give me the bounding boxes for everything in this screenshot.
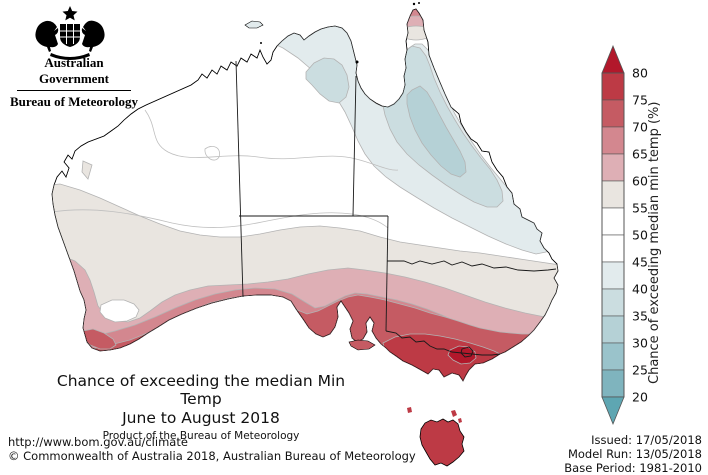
state-border-qld-nsw — [387, 260, 557, 272]
torres-strait-islet — [412, 2, 416, 6]
colorbar-segments — [601, 72, 625, 398]
colorbar-above-triangle — [601, 44, 625, 74]
bonaparte-islet — [260, 42, 262, 44]
king-island — [407, 407, 412, 413]
map-title-block: Chance of exceeding the median Min Temp … — [36, 372, 366, 442]
colorbar-segment — [601, 261, 625, 290]
bom-url: http://www.bom.gov.au/climate — [8, 435, 188, 449]
footer-left: http://www.bom.gov.au/climate © Commonwe… — [8, 435, 416, 464]
colorbar-segment — [601, 369, 625, 398]
colorbar-tick-label: 75 — [632, 93, 648, 108]
colorbar-tick-label: 25 — [632, 363, 648, 378]
band-30-35-qld-core — [406, 85, 467, 178]
colorbar-tick-label: 45 — [632, 255, 648, 270]
copyright-notice: © Commonwealth of Australia 2018, Austra… — [8, 449, 416, 464]
colorbar-tick-label: 80 — [632, 66, 648, 81]
header-divider — [17, 90, 131, 91]
state-border-nt-qld — [352, 75, 357, 217]
band-80-plus-victoria — [447, 345, 477, 365]
colorbar: 80 75 70 65 60 55 50 45 40 35 30 25 20 — [601, 44, 701, 427]
tasmania — [419, 418, 465, 467]
issued-block: Issued: 17/05/2018 Model Run: 13/05/2018… — [564, 433, 702, 475]
colorbar-tick-label: 70 — [632, 120, 648, 135]
act-border — [460, 346, 474, 358]
map-title: Chance of exceeding the median Min Temp — [56, 372, 346, 409]
colorbar-segment — [601, 342, 625, 371]
colorbar-tick-label: 20 — [632, 390, 648, 405]
band-65-70-cape-tip — [404, 9, 428, 19]
map-product-note: Product of the Bureau of Meteorology — [102, 429, 300, 442]
coastline-overlay — [52, 9, 558, 381]
crest-star — [62, 6, 78, 21]
model-run-date: Model Run: 13/05/2018 — [567, 447, 702, 462]
crest-emu — [81, 20, 105, 52]
colorbar-segment — [601, 234, 625, 263]
colorbar-tick-labels: 80 75 70 65 60 55 50 45 40 35 30 25 20 — [632, 66, 648, 405]
band-55-60-shark-bay — [81, 160, 93, 180]
issued-date: Issued: 17/05/2018 — [591, 433, 702, 447]
flinders-island-2 — [458, 418, 462, 423]
colorbar-segment — [601, 153, 625, 182]
contour-50-line-center — [52, 209, 389, 229]
government-header: Australian Government Bureau of Meteorol… — [8, 55, 140, 110]
colorbar-tick-label: 35 — [632, 309, 648, 324]
contour-50-line-north — [144, 109, 399, 171]
crest-kangaroo — [35, 20, 59, 52]
band-35-40-nt — [305, 57, 350, 104]
melville-island — [244, 20, 264, 29]
flinders-island — [451, 410, 457, 417]
colorbar-tick-label: 65 — [632, 147, 648, 162]
kangaroo-island — [348, 339, 376, 351]
torres-strait-islet-2 — [418, 2, 420, 4]
colorbar-segment — [601, 207, 625, 236]
coat-of-arms — [35, 6, 105, 60]
crest-shield — [60, 24, 80, 47]
colorbar-below-triangle — [601, 396, 625, 426]
map-period: June to August 2018 — [122, 408, 280, 427]
colorbar-segment — [601, 126, 625, 155]
crest-shield-lines — [60, 24, 80, 44]
contour-loop-center — [204, 146, 220, 161]
state-border-wa — [235, 60, 244, 298]
crest-scroll — [50, 53, 90, 60]
colorbar-axis-label: Chance of exceeding median min temp (%) — [647, 101, 662, 385]
colorbar-tick-label: 30 — [632, 336, 648, 351]
colorbar-segment — [601, 180, 625, 209]
australian-government-label: Australian Government — [38, 55, 110, 86]
colorbar-segment — [601, 288, 625, 317]
bureau-of-meteorology-label: Bureau of Meteorology — [9, 94, 139, 109]
state-border-sa-nsw — [385, 215, 389, 332]
colorbar-segment — [601, 315, 625, 344]
colorbar-tick-label: 50 — [632, 228, 648, 243]
state-border-nsw-vic — [385, 330, 501, 356]
colorbar-tick-label: 40 — [632, 282, 648, 297]
colorbar-tick-label: 60 — [632, 174, 648, 189]
band-white-enclave-sw — [99, 299, 140, 323]
colorbar-segment — [601, 72, 625, 101]
base-period: Base Period: 1981-2010 — [564, 461, 702, 475]
groote-eylandt — [355, 60, 359, 64]
colorbar-tick-label: 55 — [632, 201, 648, 216]
colorbar-segment — [601, 99, 625, 128]
